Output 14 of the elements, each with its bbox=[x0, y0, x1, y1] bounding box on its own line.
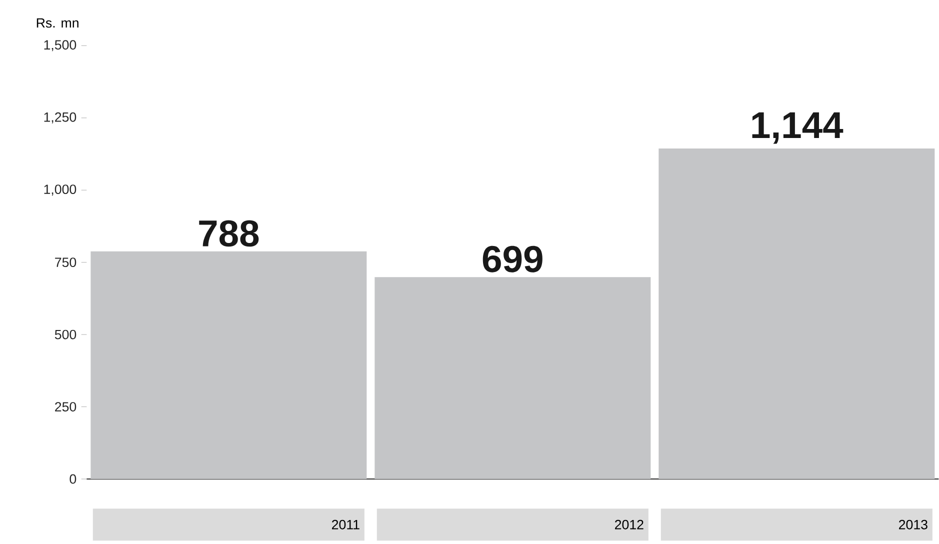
y-tick-label: 1,500 bbox=[44, 40, 76, 52]
y-axis-title: Rs. mn bbox=[36, 18, 78, 28]
data-label: 699 bbox=[482, 246, 542, 272]
x-tick-label: 2012 bbox=[615, 520, 644, 530]
y-tick-label: 250 bbox=[55, 402, 76, 412]
data-label: 788 bbox=[199, 220, 259, 247]
data-label: 1,144 bbox=[752, 112, 844, 144]
x-tick-label: 2013 bbox=[899, 520, 928, 530]
y-tick-label: 1,000 bbox=[44, 184, 76, 196]
x-tick-label: 2011 bbox=[332, 520, 360, 530]
y-tick-label: 1,250 bbox=[44, 112, 76, 124]
y-tick-label: 750 bbox=[55, 258, 76, 268]
y-tick-label: 500 bbox=[54, 330, 76, 340]
y-tick-label: 0 bbox=[70, 474, 76, 484]
